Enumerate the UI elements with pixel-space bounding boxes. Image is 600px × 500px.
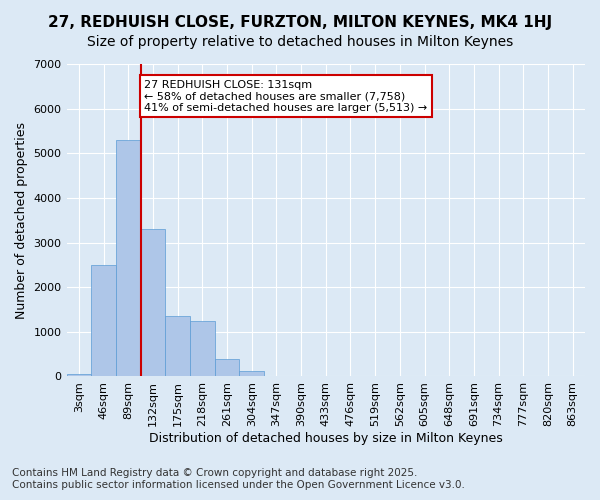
Text: 27, REDHUISH CLOSE, FURZTON, MILTON KEYNES, MK4 1HJ: 27, REDHUISH CLOSE, FURZTON, MILTON KEYN… bbox=[48, 15, 552, 30]
Bar bbox=[116, 140, 140, 376]
Bar bbox=[215, 358, 239, 376]
Bar bbox=[67, 374, 91, 376]
Text: Contains HM Land Registry data © Crown copyright and database right 2025.
Contai: Contains HM Land Registry data © Crown c… bbox=[12, 468, 465, 490]
Bar bbox=[91, 265, 116, 376]
Bar bbox=[165, 316, 190, 376]
Bar bbox=[239, 370, 264, 376]
Bar bbox=[140, 229, 165, 376]
Y-axis label: Number of detached properties: Number of detached properties bbox=[15, 122, 28, 318]
Text: Size of property relative to detached houses in Milton Keynes: Size of property relative to detached ho… bbox=[87, 35, 513, 49]
Text: 27 REDHUISH CLOSE: 131sqm
← 58% of detached houses are smaller (7,758)
41% of se: 27 REDHUISH CLOSE: 131sqm ← 58% of detac… bbox=[145, 80, 428, 113]
X-axis label: Distribution of detached houses by size in Milton Keynes: Distribution of detached houses by size … bbox=[149, 432, 503, 445]
Bar bbox=[190, 320, 215, 376]
